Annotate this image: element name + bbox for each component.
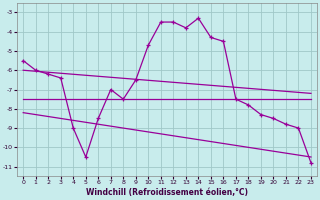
X-axis label: Windchill (Refroidissement éolien,°C): Windchill (Refroidissement éolien,°C) bbox=[86, 188, 248, 197]
